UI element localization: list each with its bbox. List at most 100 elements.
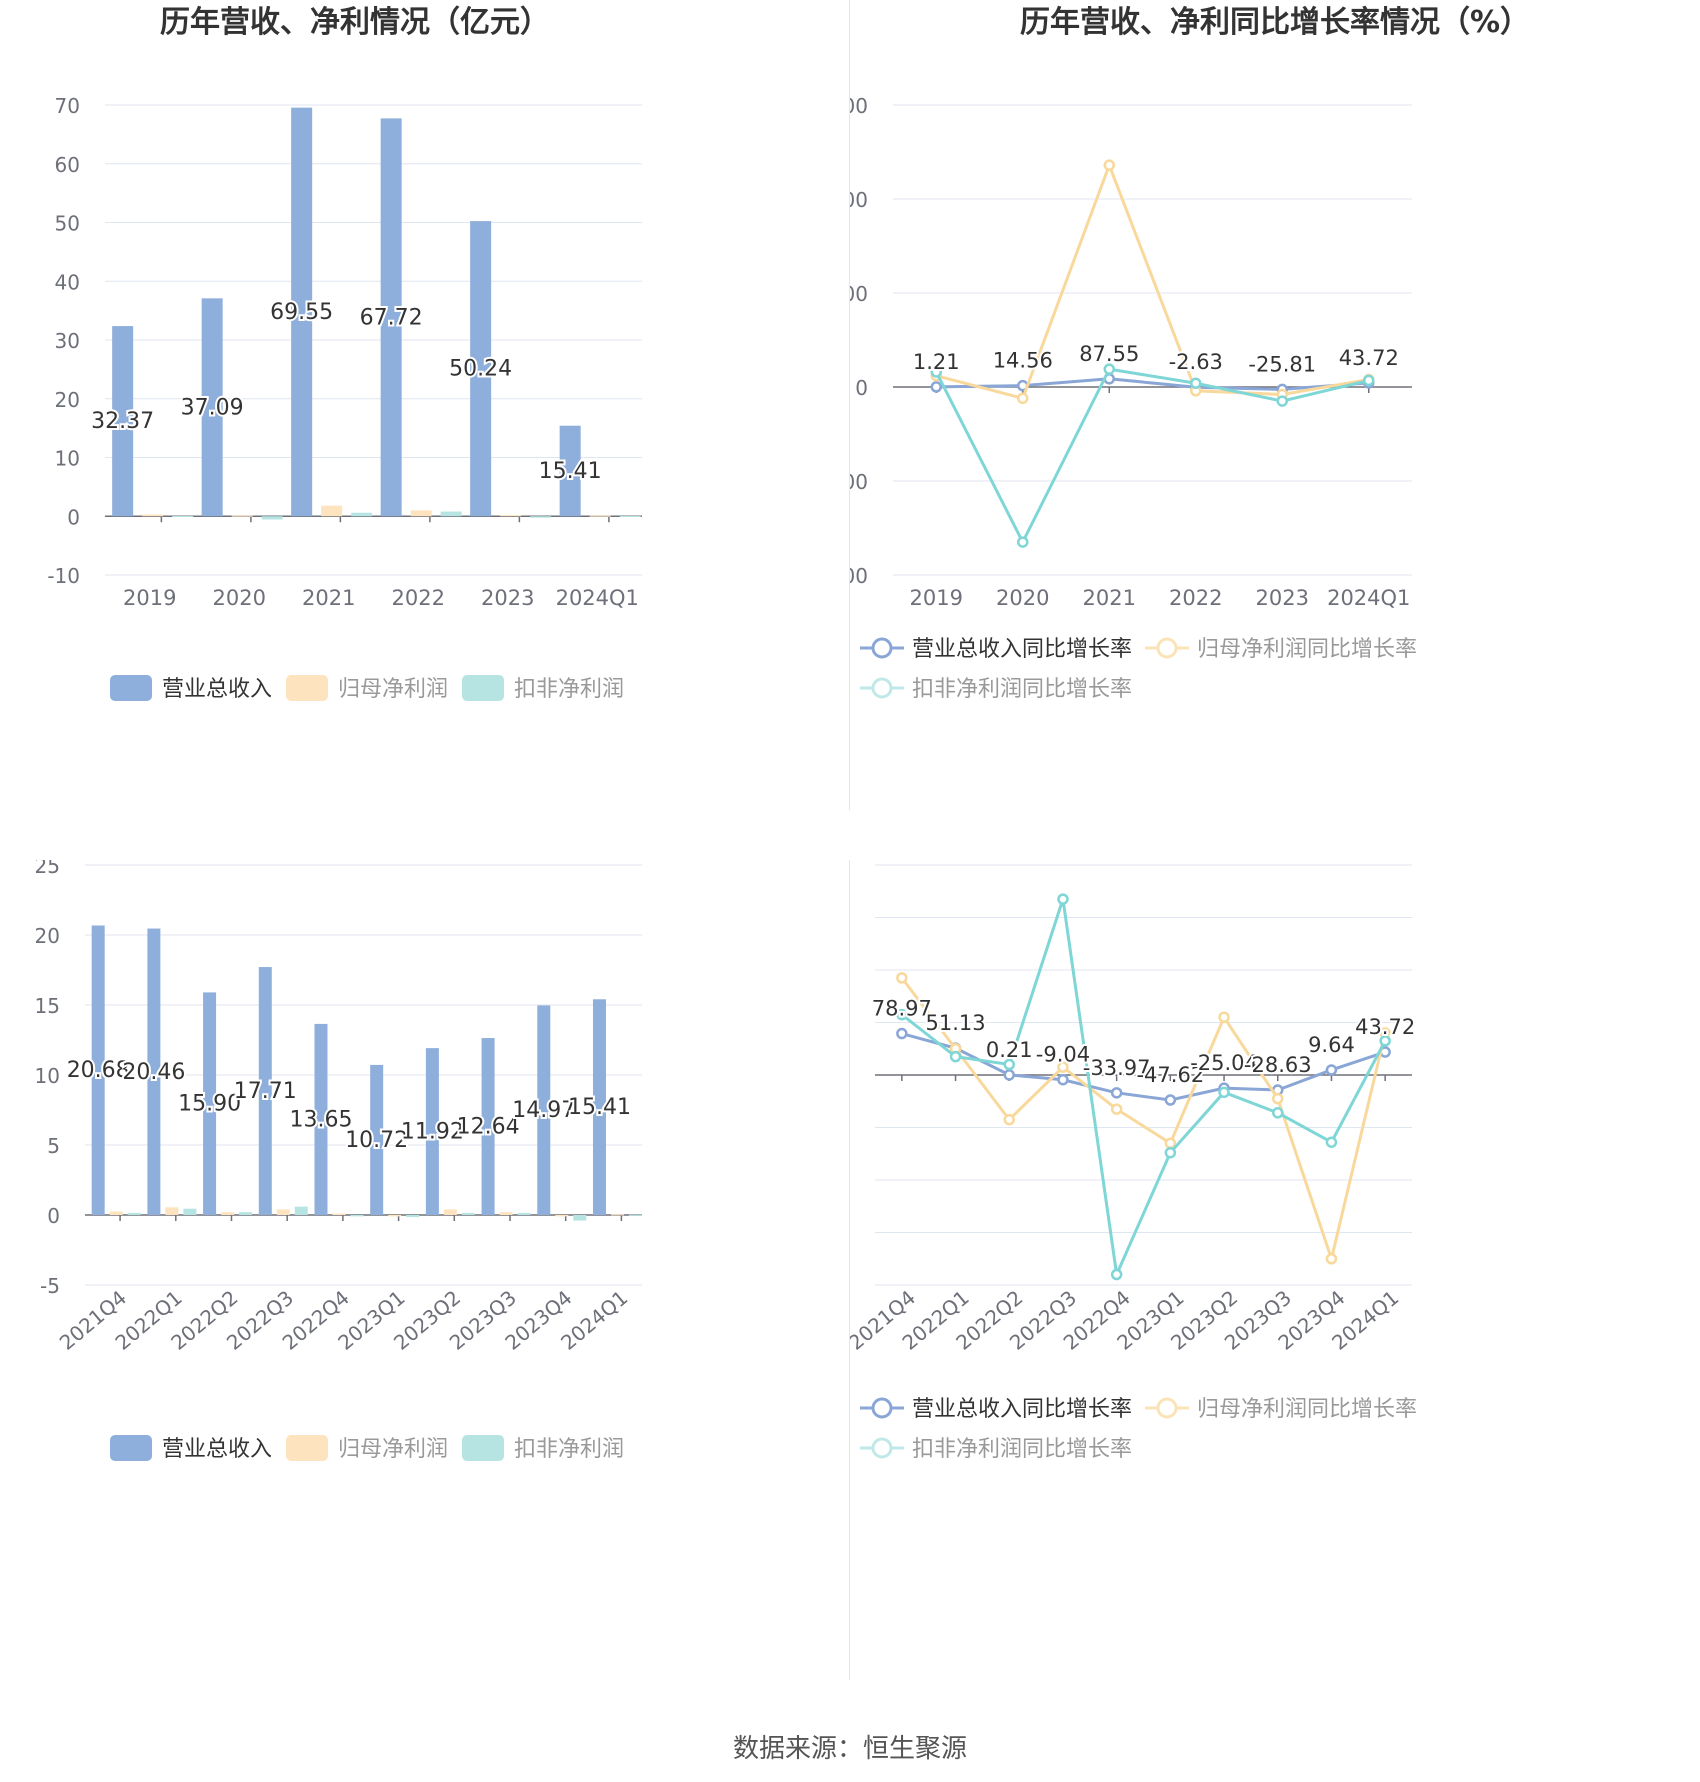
data-point (896, 972, 908, 984)
y-tick-label: 3,000 (850, 94, 868, 118)
bar-deducted-profit (573, 1215, 587, 1221)
bar-net-profit (555, 1215, 569, 1217)
bar-net-profit (500, 515, 522, 517)
bar-revenue (592, 999, 606, 1215)
legend-swatch (110, 675, 152, 701)
data-point (1110, 1268, 1123, 1281)
data-label: 37.09 (181, 395, 244, 420)
y-tick-label: 50 (55, 212, 80, 236)
bar-net-profit (231, 515, 253, 517)
vertical-divider (849, 0, 850, 810)
bar-deducted-profit (461, 1212, 475, 1215)
data-label: 43.72 (1339, 346, 1399, 370)
bar-deducted-profit (406, 1215, 420, 1218)
y-tick-label: 0 (855, 376, 868, 400)
y-tick-label: 30 (55, 329, 80, 353)
data-label: -9.04 (1036, 1043, 1090, 1067)
data-label: 0.21 (986, 1038, 1033, 1062)
bar-net-profit (276, 1209, 290, 1215)
legend-marker (871, 637, 893, 659)
x-tick-label: 2019 (123, 586, 176, 610)
bar-revenue (314, 1023, 328, 1215)
bar-revenue (559, 425, 581, 517)
bar-deducted-profit (440, 511, 462, 517)
data-point (930, 381, 942, 393)
data-point (1218, 1086, 1230, 1099)
bar-deducted-profit (517, 1212, 531, 1215)
data-label: 15.90 (178, 1092, 241, 1117)
legend-label: 扣非净利润 (514, 1437, 624, 1462)
data-point (1103, 363, 1115, 375)
data-label: 15.41 (568, 1095, 631, 1120)
legend-label: 扣非净利润 (514, 677, 624, 702)
y-tick-label: 5 (47, 1134, 60, 1158)
bar-net-profit (499, 1212, 513, 1215)
bar-net-profit (332, 1213, 346, 1215)
bar-net-profit (410, 510, 432, 517)
legend-label: 扣非净利润同比增长率 (912, 1437, 1132, 1462)
x-tick-label: 2020 (996, 586, 1049, 610)
bar-net-profit (221, 1212, 235, 1215)
data-label: 87.55 (1079, 342, 1139, 366)
y-tick-label: 1,000 (850, 282, 868, 306)
data-label: 9.64 (1308, 1033, 1355, 1057)
y-tick-label: 0 (67, 505, 80, 529)
bar-deducted-profit (530, 516, 552, 518)
bar-deducted-profit (239, 1212, 253, 1215)
data-point (1325, 1253, 1338, 1265)
annual-growth-rate-chart: 历年营收、净利同比增长率情况（%） -2,000 -1,000 0 1,000 2,000… (850, 0, 1700, 880)
series-line (936, 377, 1369, 391)
data-point (1164, 1137, 1177, 1149)
y-tick-label: -5 (40, 1274, 60, 1298)
y-tick-label: 2,000 (850, 188, 868, 212)
data-label: -25.04 (1190, 1051, 1258, 1075)
legend-label: 归母净利润 (338, 677, 448, 702)
data-label: 11.92 (401, 1120, 464, 1145)
data-label: 20.46 (122, 1060, 185, 1085)
data-label: 69.55 (270, 300, 333, 325)
bar-revenue (91, 925, 105, 1215)
data-label: 20.68 (67, 1058, 130, 1083)
legend-label: 营业总收入 (162, 677, 272, 702)
data-point (1110, 1103, 1123, 1115)
bar-revenue (481, 1038, 495, 1215)
data-point (896, 1008, 908, 1021)
x-tick-label: 2022 (392, 586, 445, 610)
y-tick-label: 25 (35, 860, 60, 878)
data-label: -47.62 (1136, 1063, 1204, 1087)
x-tick-label: 2022 (1169, 586, 1222, 610)
data-label: 14.97 (512, 1098, 575, 1123)
bar-deducted-profit (351, 512, 373, 517)
data-label: 51.13 (925, 1011, 985, 1035)
bar-revenue (201, 298, 223, 517)
data-point (1017, 536, 1029, 548)
y-tick-label: 40 (55, 270, 80, 294)
y-tick-label: 0 (47, 1204, 60, 1228)
data-label: 12.64 (457, 1115, 520, 1140)
y-tick-label: 70 (55, 94, 80, 118)
chart-svg: 营收、净利同比增长率季度变动情况（%）-400-300-200-10001002… (850, 864, 1417, 1462)
legend-label: 营业总收入 (162, 1437, 272, 1462)
data-point (1164, 1146, 1177, 1159)
data-label: 50.24 (449, 357, 512, 382)
bar-deducted-profit (183, 1208, 197, 1215)
data-point (1164, 1094, 1177, 1106)
bar-deducted-profit (350, 1215, 364, 1217)
data-point (1218, 1011, 1230, 1023)
y-tick-label: 15 (35, 994, 60, 1018)
chart-title: 历年营收、净利情况（亿元） (160, 5, 550, 40)
quarterly-revenue-profit-chart: 营收、净利季度变动情况（亿元）-505101520252021Q42022Q12… (0, 860, 850, 1740)
data-point (1003, 1069, 1015, 1081)
data-source-note: 数据来源：恒生聚源 (732, 1734, 967, 1764)
bar-revenue (470, 221, 492, 517)
legend-swatch (462, 1435, 504, 1461)
y-tick-label: -1,000 (850, 470, 868, 494)
series-line (934, 367, 1370, 546)
y-tick-label: -10 (47, 564, 80, 588)
bar-net-profit (109, 1211, 123, 1215)
data-point (1057, 1073, 1069, 1086)
data-label: 67.72 (360, 305, 423, 330)
chart-title: 历年营收、净利同比增长率情况（%） (1020, 5, 1530, 40)
y-tick-label: 20 (35, 924, 60, 948)
data-label: 14.56 (993, 349, 1053, 373)
